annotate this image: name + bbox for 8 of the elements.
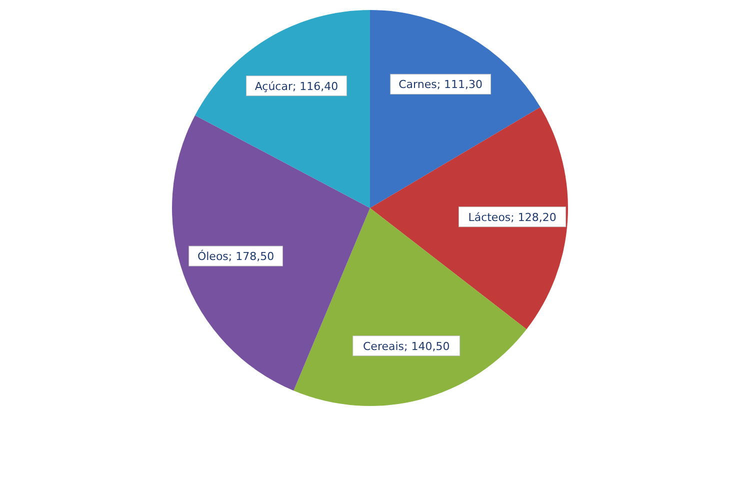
pie-slice <box>370 10 540 208</box>
slice-label: Lácteos; 128,20 <box>468 210 556 224</box>
slice-label: Óleos; 178,50 <box>197 249 274 264</box>
pie-slice <box>370 107 568 330</box>
slice-label: Açúcar; 116,40 <box>254 80 338 93</box>
slice-label: Carnes; 111,30 <box>398 78 483 92</box>
slice-label: Cereais; 140,50 <box>363 340 450 353</box>
pie-slice <box>195 10 370 208</box>
